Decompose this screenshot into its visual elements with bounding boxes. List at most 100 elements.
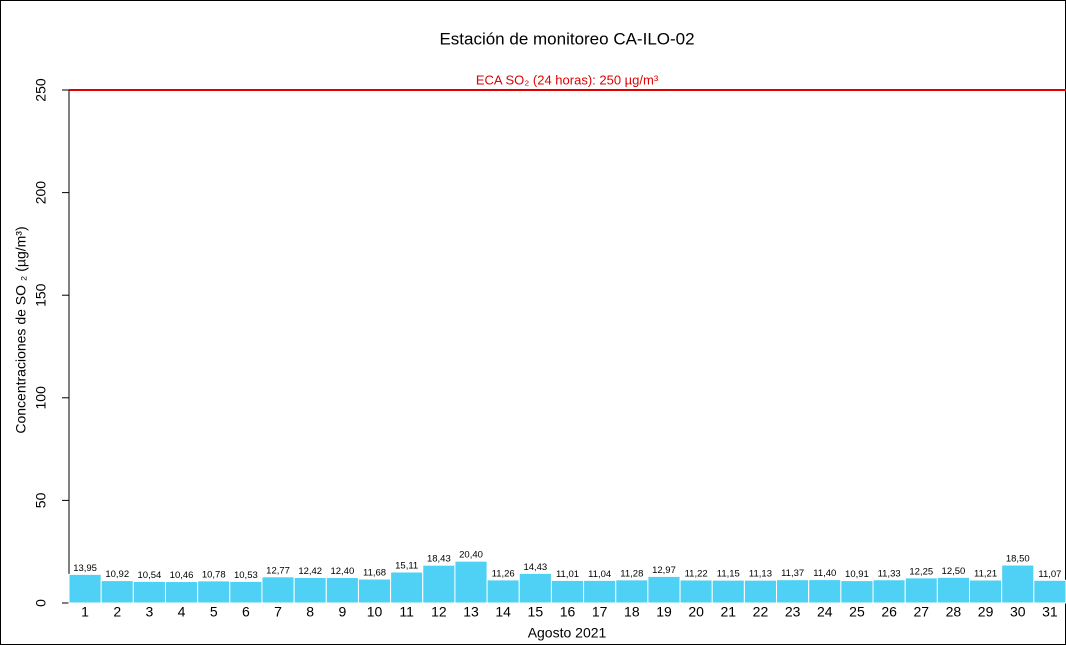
x-tick-label: 19 [656, 604, 672, 620]
x-tick-label: 11 [399, 604, 414, 620]
y-tick-label: 250 [33, 78, 49, 102]
value-label: 12,40 [330, 566, 354, 577]
bar [325, 577, 359, 604]
x-tick-label: 12 [431, 604, 447, 620]
value-label: 11,33 [878, 568, 901, 579]
chart-title: Estación de monitoreo CA-ILO-02 [439, 29, 694, 48]
x-tick-label: 10 [367, 604, 383, 620]
bar [68, 573, 102, 604]
x-tick-label: 18 [624, 604, 640, 620]
bar [743, 579, 778, 604]
x-tick-label: 25 [849, 604, 865, 620]
bar [164, 581, 199, 604]
x-tick-label: 30 [1010, 604, 1026, 620]
x-tick-label: 6 [242, 604, 250, 620]
bar [711, 579, 745, 604]
bar [872, 579, 906, 604]
x-tick-label: 23 [785, 604, 801, 620]
bar [197, 580, 231, 604]
bar [647, 575, 681, 604]
reference-label: ECA SO₂ (24 horas): 250 µg/m³ [476, 72, 659, 87]
x-tick-label: 16 [560, 604, 576, 620]
bar [422, 564, 456, 604]
value-label: 14,43 [523, 562, 547, 573]
value-label: 10,78 [202, 569, 226, 580]
value-label: 10,91 [845, 569, 869, 580]
x-tick-label: 26 [881, 604, 897, 620]
bar [904, 577, 938, 604]
bar [808, 579, 842, 604]
bar [486, 579, 520, 604]
value-label: 12,25 [909, 566, 933, 577]
bar [357, 578, 392, 604]
value-label: 12,97 [652, 565, 676, 576]
x-tick-label: 8 [306, 604, 314, 620]
y-axis-label: Concentraciones de SO ₂ (µg/m³) [13, 226, 29, 433]
bar [518, 572, 552, 604]
bar [229, 580, 263, 604]
value-label: 12,77 [266, 565, 290, 576]
bar [550, 579, 585, 604]
x-axis-label: Agosto 2021 [528, 625, 607, 641]
y-tick-label: 100 [33, 386, 49, 410]
value-label: 11,13 [749, 569, 772, 580]
value-label: 11,28 [620, 568, 643, 579]
value-label: 11,21 [974, 569, 997, 580]
x-tick-label: 24 [817, 604, 833, 620]
bar [293, 577, 327, 604]
value-label: 10,46 [170, 570, 194, 581]
y-tick-label: 50 [33, 492, 49, 508]
x-tick-label: 3 [146, 604, 154, 620]
x-tick-label: 9 [338, 604, 346, 620]
x-tick-label: 29 [978, 604, 994, 620]
x-tick-label: 20 [688, 604, 704, 620]
bar [1001, 564, 1035, 604]
bar [679, 579, 713, 604]
y-tick-label: 200 [33, 181, 49, 205]
x-tick-label: 27 [913, 604, 929, 620]
value-label: 10,54 [138, 570, 162, 581]
value-label: 11,68 [363, 568, 386, 579]
x-tick-label: 7 [274, 604, 282, 620]
x-tick-label: 2 [113, 604, 121, 620]
y-tick-label: 150 [33, 283, 49, 307]
bar [969, 579, 1003, 604]
value-label: 11,22 [685, 568, 708, 579]
value-label: 10,92 [105, 569, 129, 580]
x-tick-label: 21 [721, 604, 737, 620]
value-label: 15,11 [395, 561, 418, 572]
bar [132, 580, 166, 604]
bar [100, 580, 134, 604]
value-label: 11,37 [781, 568, 804, 579]
value-label: 18,50 [1006, 554, 1030, 565]
x-tick-label: 13 [463, 604, 479, 620]
x-tick-label: 1 [81, 604, 89, 620]
x-tick-label: 22 [753, 604, 769, 620]
bar [1033, 579, 1066, 604]
value-label: 11,40 [813, 568, 836, 579]
x-tick-label: 14 [495, 604, 511, 620]
x-tick-label: 31 [1042, 604, 1058, 620]
value-label: 12,42 [298, 566, 322, 577]
value-label: 20,40 [459, 550, 483, 561]
value-label: 13,95 [73, 563, 97, 574]
x-tick-label: 5 [210, 604, 218, 620]
bar [776, 579, 810, 604]
bar [615, 579, 649, 604]
value-label: 11,07 [1038, 569, 1061, 580]
value-label: 10,53 [234, 570, 258, 581]
bar [936, 576, 971, 604]
y-tick-label: 0 [33, 599, 49, 607]
value-label: 11,04 [588, 569, 611, 580]
value-label: 11,01 [556, 569, 579, 580]
x-tick-label: 4 [178, 604, 186, 620]
x-tick-label: 28 [946, 604, 962, 620]
value-label: 11,15 [717, 569, 740, 580]
bar [454, 560, 488, 604]
value-label: 12,50 [942, 566, 966, 577]
x-tick-label: 15 [528, 604, 544, 620]
bar [261, 576, 295, 604]
bar [583, 579, 617, 604]
value-label: 18,43 [427, 554, 451, 565]
